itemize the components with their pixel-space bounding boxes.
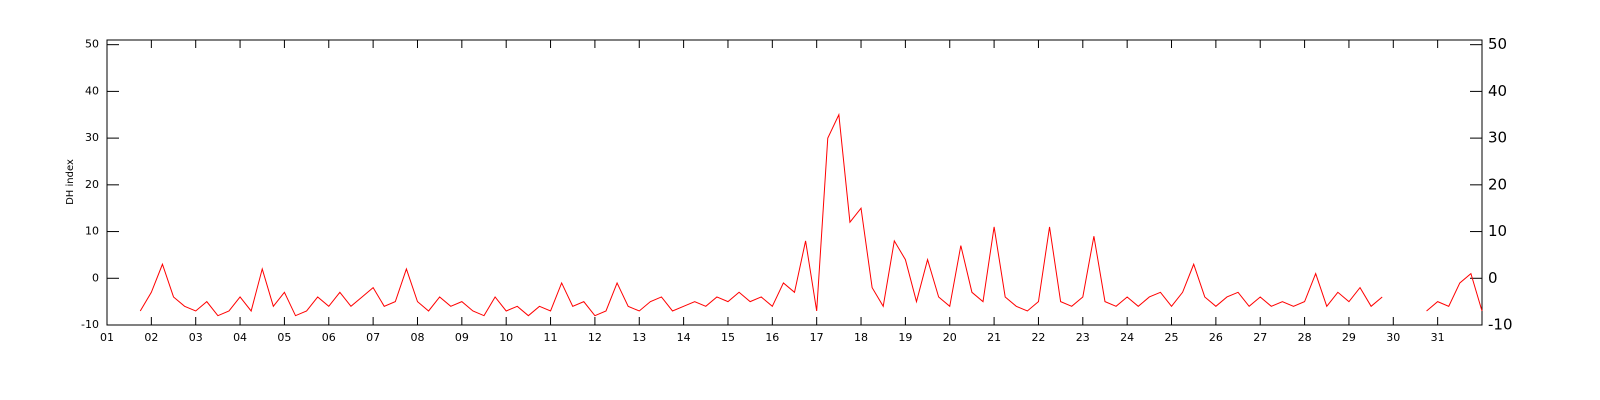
- x-tick-label: 10: [499, 331, 513, 344]
- y-tick-label: 0: [92, 271, 99, 284]
- x-tick-label: 02: [144, 331, 158, 344]
- x-tick-label: 22: [1031, 331, 1045, 344]
- y-tick-label-right: 0: [1488, 269, 1498, 287]
- plot-frame: [106, 39, 1483, 326]
- y-tick-label: 10: [85, 225, 99, 238]
- x-tick-label: 27: [1253, 331, 1267, 344]
- x-tick-label: 18: [854, 331, 868, 344]
- x-tick-label: 13: [632, 331, 646, 344]
- y-tick-label-right: -10: [1488, 316, 1513, 334]
- x-tick-label: 12: [588, 331, 602, 344]
- x-tick-label: 26: [1209, 331, 1223, 344]
- y-tick-label: -10: [81, 318, 99, 331]
- x-tick-label: 28: [1298, 331, 1312, 344]
- y-tick-label-right: 50: [1488, 35, 1507, 53]
- x-tick-label: 09: [455, 331, 469, 344]
- x-tick-label: 31: [1431, 331, 1445, 344]
- x-tick-label: 14: [677, 331, 691, 344]
- x-tick-label: 19: [898, 331, 912, 344]
- x-tick-label: 08: [410, 331, 424, 344]
- x-tick-label: 17: [810, 331, 824, 344]
- x-tick-label: 20: [943, 331, 957, 344]
- y-tick-label-right: 40: [1488, 82, 1507, 100]
- x-tick-label: 04: [233, 331, 247, 344]
- y-axis-label: DH index: [65, 159, 76, 205]
- x-tick-label: 15: [721, 331, 735, 344]
- x-tick-label: 24: [1120, 331, 1134, 344]
- x-tick-label: 29: [1342, 331, 1356, 344]
- x-tick-label: 03: [189, 331, 203, 344]
- x-tick-label: 01: [100, 331, 114, 344]
- x-tick-label: 23: [1076, 331, 1090, 344]
- x-tick-label: 21: [987, 331, 1001, 344]
- y-tick-label: 50: [85, 38, 99, 51]
- x-tick-label: 25: [1165, 331, 1179, 344]
- x-tick-label: 16: [765, 331, 779, 344]
- x-tick-label: 07: [366, 331, 380, 344]
- x-tick-label: 06: [322, 331, 336, 344]
- x-tick-label: 30: [1386, 331, 1400, 344]
- y-tick-label: 20: [85, 178, 99, 191]
- y-tick-label: 40: [85, 84, 99, 97]
- x-tick-label: 11: [544, 331, 558, 344]
- y-tick-label-right: 10: [1488, 222, 1507, 240]
- x-tick-label: 05: [277, 331, 291, 344]
- y-tick-label-right: 30: [1488, 129, 1507, 147]
- y-tick-label: 30: [85, 131, 99, 144]
- y-tick-label-right: 20: [1488, 175, 1507, 193]
- data-line: [139, 112, 1483, 317]
